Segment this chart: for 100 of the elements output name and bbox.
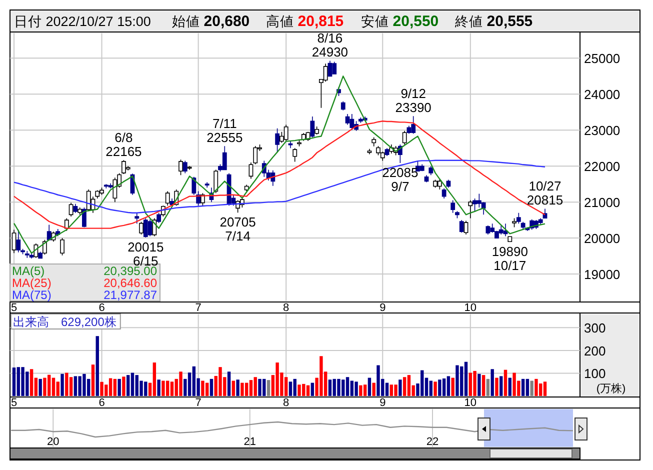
bar <box>56 382 60 396</box>
bar <box>74 376 78 396</box>
chart-title: 出来高 629,200株 <box>13 315 116 329</box>
bar <box>298 384 301 396</box>
bar <box>306 385 310 396</box>
text: 安値 20,550 <box>361 13 439 30</box>
bar <box>363 384 367 396</box>
bar <box>385 382 389 396</box>
bar <box>490 369 494 396</box>
bar <box>482 375 486 396</box>
x-tick-label: 7 <box>195 397 202 409</box>
text: 始値 20,680 <box>172 13 250 30</box>
bar <box>372 382 376 396</box>
bar <box>266 380 270 396</box>
bar <box>232 380 236 396</box>
bar <box>293 378 296 396</box>
bar <box>152 362 156 396</box>
bar <box>530 380 534 396</box>
x-tick-label: 9 <box>380 302 386 314</box>
x-tick-label: 9 <box>380 397 386 409</box>
bar <box>210 378 214 396</box>
bar <box>346 377 350 396</box>
x-tick-label: 10 <box>464 302 477 314</box>
y-tick-label: 21000 <box>584 195 620 210</box>
bar <box>390 384 394 396</box>
bar <box>244 382 248 396</box>
bar <box>69 377 73 396</box>
x-tick-label: 7 <box>195 302 202 314</box>
bar <box>201 380 204 396</box>
x-tick-label: 6 <box>98 302 105 314</box>
annotation: 6/8 22165 <box>106 130 142 160</box>
x-tick-label: 5 <box>10 302 18 314</box>
bar <box>122 376 126 396</box>
bar <box>38 378 42 396</box>
bar <box>398 380 402 396</box>
x-tick-label: 21 <box>244 436 256 448</box>
bar <box>192 366 196 396</box>
annotation: 22085 9/7 <box>382 165 418 194</box>
bar <box>434 382 437 396</box>
y-tick-label: 19000 <box>584 267 620 282</box>
bar <box>402 377 406 396</box>
y-tick-label: 100 <box>584 366 606 382</box>
bar <box>162 380 165 396</box>
x-tick-label: 6 <box>98 397 105 409</box>
bar <box>130 372 134 396</box>
bar <box>328 380 332 396</box>
bar <box>407 375 411 396</box>
bar <box>486 378 490 396</box>
bar <box>526 378 530 396</box>
bar <box>218 367 222 396</box>
bar <box>288 382 292 396</box>
bar <box>91 364 95 396</box>
y-axis-title: (万株) <box>596 382 626 395</box>
bar <box>30 369 34 396</box>
bar <box>464 362 468 396</box>
bar <box>446 376 450 396</box>
bar <box>205 382 209 396</box>
text: 日付 2022/10/27 15:00 <box>14 14 151 29</box>
bar <box>354 382 358 396</box>
bar <box>60 374 64 396</box>
bar <box>478 374 481 396</box>
bar <box>43 378 46 396</box>
bar <box>65 372 68 396</box>
bar <box>451 378 454 396</box>
bar <box>495 378 498 396</box>
bar <box>543 382 547 396</box>
bar <box>438 380 442 396</box>
bar <box>12 368 16 396</box>
bar <box>394 384 398 396</box>
bar <box>249 380 253 396</box>
annotation: 8/16 24930 <box>312 30 348 60</box>
bar <box>473 370 476 396</box>
bar <box>500 376 503 396</box>
y-tick-label: 200 <box>584 343 606 358</box>
annotation: 20705 7/14 <box>220 214 256 244</box>
annotation: 7/11 22555 <box>206 116 243 146</box>
y-tick-label: 25000 <box>584 51 620 66</box>
bar <box>359 385 362 396</box>
bar <box>429 380 432 396</box>
y-tick-label: 24000 <box>584 87 620 102</box>
y-tick-label: 20000 <box>584 231 620 246</box>
bar <box>254 377 257 396</box>
bar <box>258 378 262 396</box>
bar <box>240 382 244 396</box>
y-tick-label: 23000 <box>584 123 620 138</box>
text: 高値 20,815 <box>266 13 344 30</box>
x-tick-label: 8 <box>283 397 290 409</box>
y-tick-label: 22000 <box>584 159 620 174</box>
bar <box>350 380 354 396</box>
x-tick-label: 8 <box>283 302 290 314</box>
bar <box>504 370 508 396</box>
bar <box>108 378 112 396</box>
bar <box>236 380 240 396</box>
x-tick-label: 5 <box>10 397 18 409</box>
bar <box>126 375 130 396</box>
bar <box>368 378 372 396</box>
x-tick-label: 22 <box>426 436 439 448</box>
bar <box>534 378 538 396</box>
bar <box>521 378 525 396</box>
bar <box>442 378 446 396</box>
